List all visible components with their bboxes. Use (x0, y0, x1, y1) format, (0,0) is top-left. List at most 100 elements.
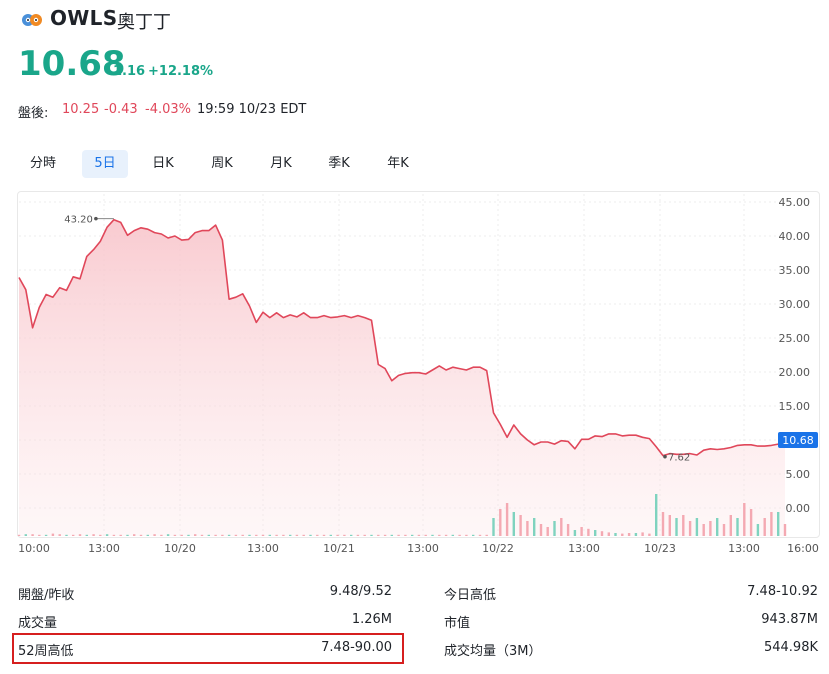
volume-bar (295, 534, 299, 536)
volume-bar (770, 512, 773, 536)
volume-bar (729, 515, 732, 536)
x-tick-label: 10:00 (18, 542, 50, 555)
volume-bar (282, 534, 285, 536)
volume-bar (51, 533, 55, 536)
volume-bar (451, 534, 454, 536)
tab-daily-k[interactable]: 日K (152, 156, 174, 171)
current-price-tag (778, 432, 818, 448)
volume-bar (322, 534, 326, 536)
volume-bar (424, 534, 427, 536)
x-tick-label: 10/20 (164, 542, 196, 555)
high-annotation-dot (94, 216, 98, 221)
stat-52week-range-label: 52周高低 (18, 644, 74, 659)
volume-bar (112, 534, 116, 536)
volume-bar (478, 534, 482, 536)
volume-bar (404, 534, 407, 536)
after-hours-price: 10.25 (62, 102, 100, 117)
volume-bar (675, 518, 678, 536)
volume-bar (526, 521, 529, 536)
volume-bar (166, 534, 170, 536)
volume-bar (492, 518, 495, 536)
volume-bar (458, 534, 461, 536)
volume-bar (309, 534, 312, 536)
volume-bar (560, 518, 563, 536)
tab-quarterly-k[interactable]: 季K (328, 156, 350, 171)
volume-bar (99, 534, 102, 536)
stat-open-prevclose-label: 開盤/昨收 (18, 588, 75, 603)
tab-5day[interactable]: 5日 (82, 150, 128, 178)
volume-bar (648, 533, 651, 536)
volume-bar (472, 534, 475, 536)
volume-bar (343, 534, 346, 536)
volume-bar (444, 534, 448, 536)
volume-bar (546, 527, 549, 536)
tab-yearly-k[interactable]: 年K (387, 156, 409, 171)
tab-weekly-k[interactable]: 周K (211, 156, 233, 171)
volume-bar (214, 534, 217, 536)
volume-bar (234, 534, 238, 536)
volume-bar (377, 534, 380, 536)
volume-bar (533, 518, 536, 536)
volume-bar (24, 534, 27, 536)
volume-bar (65, 534, 68, 536)
volume-bar (499, 509, 502, 536)
volume-bar (539, 524, 543, 536)
stat-avg-volume-label: 成交均量（3M） (444, 644, 542, 659)
tab-intraday[interactable]: 分時 (29, 156, 56, 171)
volume-bar (736, 518, 739, 536)
volume-bar (519, 515, 522, 536)
volume-bar (505, 503, 509, 536)
stat-avg-volume-value: 544.98K (763, 640, 818, 655)
volume-bar (573, 530, 577, 536)
volume-bar (716, 518, 719, 536)
volume-bar (614, 533, 617, 536)
volume-bar (194, 534, 197, 536)
x-tick-label: 13:00 (728, 542, 760, 555)
x-tick-label: 13:00 (568, 542, 600, 555)
volume-bar (695, 518, 699, 536)
stat-market-cap-label: 市值 (444, 616, 471, 631)
volume-bar (336, 534, 339, 536)
stat-open-prevclose-value: 9.48/9.52 (329, 584, 392, 599)
current-price-tag-label: 10.68 (782, 434, 814, 447)
volume-bar (641, 532, 644, 536)
volume-bar (682, 515, 685, 536)
volume-bar (146, 534, 149, 536)
volume-bar (397, 534, 400, 536)
tab-monthly-k[interactable]: 月K (270, 156, 292, 171)
after-hours-change-percent: -4.03% (145, 102, 191, 117)
owl-logo-icon (21, 9, 43, 31)
volume-bar (44, 534, 48, 536)
y-tick-label: 40.00 (779, 230, 811, 243)
volume-bar (255, 534, 258, 536)
volume-bar (431, 534, 434, 536)
volume-bar (38, 534, 41, 536)
volume-bar (139, 534, 143, 536)
volume-bar (58, 534, 61, 536)
chart-area[interactable] (17, 191, 820, 538)
volume-bar (465, 534, 468, 536)
volume-bar (655, 494, 658, 536)
volume-bar (92, 534, 95, 536)
stat-market-cap-value: 943.87M (761, 612, 818, 627)
volume-bar (722, 524, 726, 536)
volume-bar (777, 512, 780, 536)
volume-bar (133, 534, 136, 536)
volume-bar (17, 534, 21, 536)
volume-bar (329, 534, 332, 536)
y-tick-label: 20.00 (779, 366, 811, 379)
volume-bar (85, 534, 88, 536)
y-tick-label: 0.00 (786, 502, 811, 515)
volume-bar (187, 534, 190, 536)
price-change-percent: +12.18% (148, 64, 214, 79)
volume-bar (31, 534, 34, 536)
volume-bar (227, 534, 231, 536)
ticker-symbol: OWLS (50, 6, 118, 30)
volume-bar (661, 512, 665, 536)
x-tick-label: 13:00 (88, 542, 120, 555)
highlight-box (12, 633, 404, 664)
volume-bar (105, 534, 109, 536)
volume-bar (485, 534, 488, 536)
volume-bar (268, 534, 271, 536)
